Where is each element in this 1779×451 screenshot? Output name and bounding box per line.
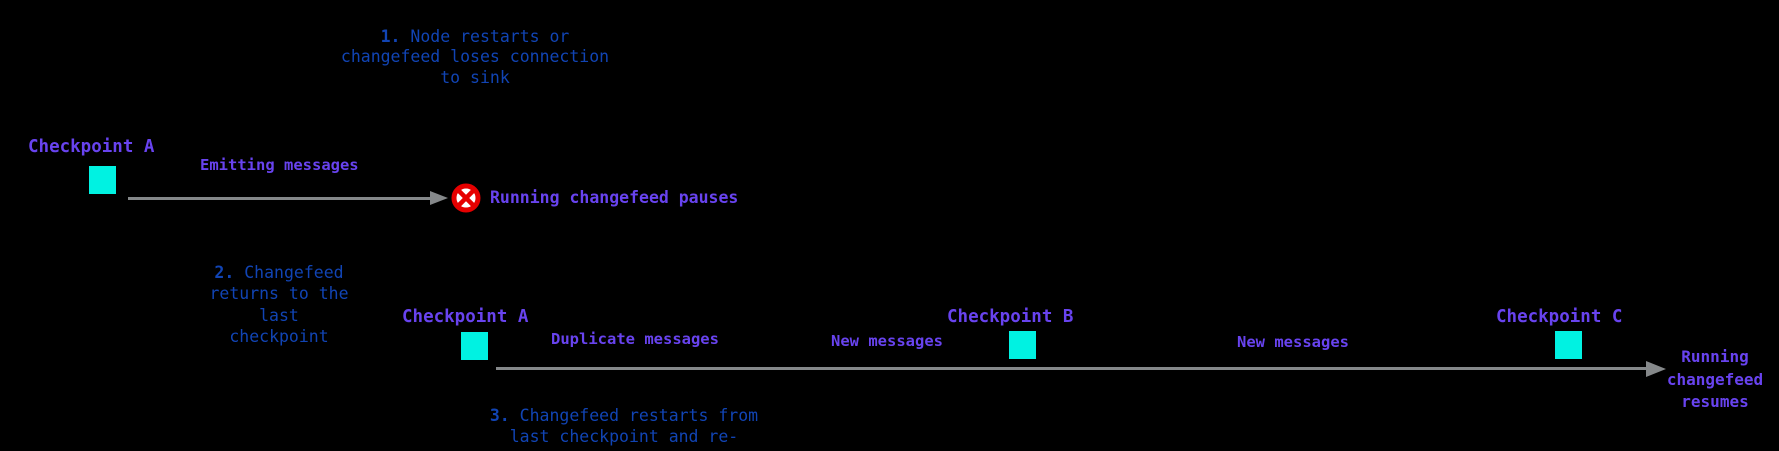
step2-number: 2. bbox=[214, 262, 235, 282]
timeline2-line bbox=[496, 367, 1646, 370]
timeline2-checkpoint-b-label: Checkpoint B bbox=[947, 307, 1074, 327]
timeline1-arrowhead-icon bbox=[430, 191, 448, 205]
crossed-circle-icon bbox=[451, 183, 481, 217]
step1-text: Node restarts or changefeed loses connec… bbox=[340, 26, 610, 87]
step2-note: 2. Changefeed returns to the last checkp… bbox=[179, 240, 379, 348]
step3-number: 3. bbox=[489, 405, 510, 425]
step1-note: 1. Node restarts or changefeed loses con… bbox=[332, 6, 618, 88]
step1-number: 1. bbox=[380, 26, 401, 46]
new-messages-2-label: New messages bbox=[1237, 333, 1349, 351]
timeline2-checkpoint-b-marker bbox=[1009, 331, 1036, 359]
timeline1-checkpoint-a-label: Checkpoint A bbox=[28, 137, 155, 157]
duplicate-messages-label: Duplicate messages bbox=[551, 330, 719, 348]
timeline2-checkpoint-a-label: Checkpoint A bbox=[402, 307, 529, 327]
new-messages-1-label: New messages bbox=[831, 332, 943, 350]
step2-text: Changefeed returns to the last checkpoin… bbox=[209, 262, 349, 347]
emitting-messages-label: Emitting messages bbox=[200, 156, 359, 174]
step3-note: 3. Changefeed restarts from last checkpo… bbox=[479, 383, 769, 451]
timeline2-checkpoint-c-label: Checkpoint C bbox=[1496, 307, 1623, 327]
timeline1-checkpoint-a-marker bbox=[89, 166, 116, 194]
changefeed-resumes-label: Running changefeed resumes bbox=[1666, 347, 1764, 411]
timeline2-arrowhead-icon bbox=[1646, 361, 1666, 377]
changefeed-pauses-label: Running changefeed pauses bbox=[490, 188, 739, 207]
timeline1-line bbox=[128, 197, 431, 200]
step3-text: Changefeed restarts from last checkpoint… bbox=[509, 405, 759, 451]
timeline2-checkpoint-a-marker bbox=[461, 332, 488, 360]
timeline2-checkpoint-c-marker bbox=[1555, 331, 1582, 359]
